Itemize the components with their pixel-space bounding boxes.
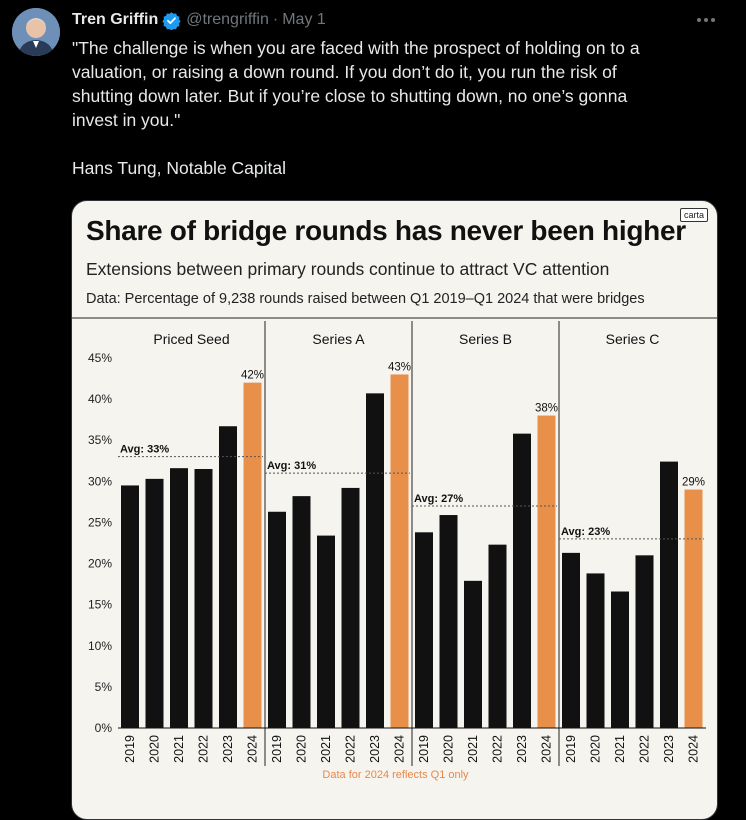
- x-tick-label: 2024: [246, 735, 260, 763]
- y-tick-label: 25%: [88, 515, 112, 529]
- y-tick-label: 35%: [88, 433, 112, 447]
- average-label: Avg: 27%: [414, 493, 463, 505]
- tweet-text-line: valuation, or raising a down round. If y…: [72, 62, 617, 82]
- x-tick-label: 2024: [540, 735, 554, 763]
- x-tick-label: 2019: [417, 735, 431, 763]
- x-tick-label: 2024: [687, 735, 701, 763]
- y-tick-label: 5%: [95, 680, 113, 694]
- bar: [317, 535, 335, 728]
- bar: [366, 393, 384, 728]
- x-tick-label: 2019: [564, 735, 578, 763]
- tweet-media-image[interactable]: 0% 5% 10% 15% 20% 25% 30% 35% 40% 45% Priced Seed 2…: [71, 200, 718, 820]
- avatar-photo: [12, 8, 60, 56]
- bar: [341, 487, 360, 728]
- x-tick-label: 2021: [319, 735, 333, 763]
- x-tick-label: 2021: [613, 735, 627, 763]
- y-tick-label: 0%: [95, 721, 113, 735]
- bar-chart: 0% 5% 10% 15% 20% 25% 30% 35% 40% 45% Priced Seed 2…: [72, 317, 717, 766]
- y-tick-label: 40%: [88, 392, 112, 406]
- more-options-button[interactable]: [694, 10, 718, 30]
- bar: [121, 485, 139, 728]
- bar: [611, 591, 629, 728]
- bar: [464, 580, 482, 728]
- x-tick-label: 2020: [442, 735, 456, 763]
- x-tick-label: 2022: [344, 735, 358, 763]
- bar: [488, 544, 507, 728]
- more-options-icon: [697, 18, 715, 22]
- x-tick-label: 2020: [589, 735, 603, 763]
- bar: [537, 415, 556, 728]
- verified-badge-icon: [162, 11, 181, 30]
- chart-subtitle: Extensions between primary rounds contin…: [86, 259, 610, 279]
- x-tick-label: 2024: [393, 735, 407, 763]
- panel-title: Series B: [459, 331, 512, 347]
- separator-dot: ·: [272, 11, 279, 28]
- bar: [513, 433, 531, 728]
- y-tick-label: 10%: [88, 639, 112, 653]
- tweet-text-line: shutting down later. But if you’re close…: [72, 86, 628, 106]
- x-tick-label: 2023: [221, 735, 235, 763]
- panel-title: Series C: [606, 331, 660, 347]
- bar: [684, 489, 703, 728]
- average-label: Avg: 33%: [120, 444, 169, 456]
- x-tick-label: 2021: [466, 735, 480, 763]
- bar: [194, 469, 213, 728]
- bar: [268, 511, 286, 728]
- bar: [660, 461, 678, 728]
- tweet-header: Tren Griffin @trengriffin · May 1: [72, 9, 326, 31]
- y-tick-label: 15%: [88, 598, 112, 612]
- average-label: Avg: 23%: [561, 526, 610, 538]
- bar: [635, 555, 654, 728]
- average-label: Avg: 31%: [267, 460, 316, 472]
- data-label: 42%: [241, 370, 264, 382]
- y-tick-label: 30%: [88, 474, 112, 488]
- panel-title: Priced Seed: [153, 331, 229, 347]
- chart-brand-logo: carta: [680, 208, 709, 222]
- y-tick-label: 45%: [88, 351, 112, 365]
- chart-note: Data: Percentage of 9,238 rounds raised …: [86, 291, 645, 307]
- x-tick-label: 2021: [172, 735, 186, 763]
- bar: [415, 532, 433, 728]
- x-tick-label: 2022: [197, 735, 211, 763]
- bar: [562, 552, 580, 728]
- x-tick-label: 2023: [515, 735, 529, 763]
- tweet-date[interactable]: May 1: [282, 11, 326, 28]
- tweet-attribution: Hans Tung, Notable Capital: [72, 158, 287, 178]
- bar: [292, 496, 311, 728]
- y-tick-label: 20%: [88, 557, 112, 571]
- panel-title: Series A: [312, 331, 365, 347]
- data-label: 38%: [535, 403, 558, 415]
- data-label: 29%: [682, 477, 705, 489]
- x-tick-label: 2023: [662, 735, 676, 763]
- author-name[interactable]: Tren Griffin: [72, 11, 159, 28]
- bar: [170, 468, 188, 728]
- bar: [390, 374, 409, 728]
- bar: [243, 382, 262, 728]
- x-tick-label: 2020: [295, 735, 309, 763]
- x-tick-label: 2019: [270, 735, 284, 763]
- tweet-text-line: invest in you.": [72, 110, 181, 130]
- tweet-text: "The challenge is when you are faced wit…: [72, 36, 722, 180]
- bar: [219, 426, 237, 728]
- bar: [145, 478, 164, 728]
- bar: [586, 573, 605, 728]
- x-tick-label: 2022: [638, 735, 652, 763]
- bar: [439, 515, 458, 728]
- x-tick-label: 2023: [368, 735, 382, 763]
- author-handle[interactable]: @trengriffin: [186, 11, 269, 28]
- chart-footnote: Data for 2024 reflects Q1 only: [322, 769, 469, 781]
- x-tick-label: 2019: [123, 735, 137, 763]
- data-label: 43%: [388, 361, 411, 373]
- x-tick-label: 2020: [148, 735, 162, 763]
- author-avatar[interactable]: [12, 8, 60, 56]
- chart-title: Share of bridge rounds has never been hi…: [86, 215, 686, 246]
- tweet-text-line: "The challenge is when you are faced wit…: [72, 38, 640, 58]
- x-tick-label: 2022: [491, 735, 505, 763]
